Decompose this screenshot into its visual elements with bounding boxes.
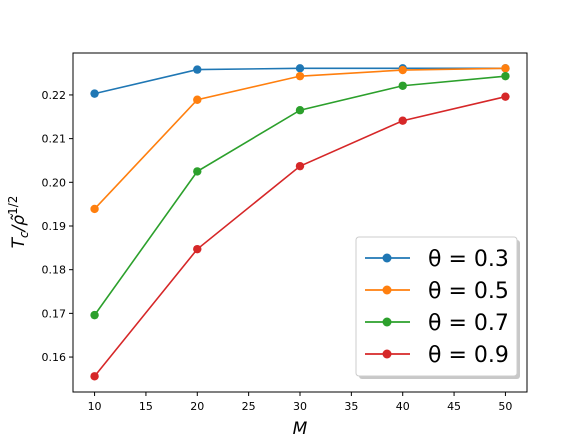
data-point	[90, 310, 99, 320]
data-point	[501, 71, 510, 81]
y-axis-label: Tc/ρ̃1/2	[6, 196, 31, 249]
x-tick-label: 30	[293, 400, 307, 413]
legend-entry: θ = 0.5	[365, 279, 509, 304]
y-label-sub: c	[17, 231, 31, 238]
series-4	[90, 92, 510, 381]
legend-label: θ = 0.9	[428, 343, 509, 368]
legend-marker	[382, 317, 392, 327]
x-tick-label: 25	[242, 400, 256, 413]
y-tick-label: 0.18	[42, 264, 67, 277]
legend: θ = 0.3 θ = 0.5 θ = 0.7 θ = 0.9	[355, 236, 520, 379]
data-point	[90, 204, 99, 214]
x-tick-label: 15	[139, 400, 153, 413]
legend-label: θ = 0.7	[428, 311, 509, 336]
legend-entry: θ = 0.9	[365, 343, 509, 368]
data-point	[501, 92, 510, 101]
data-point	[398, 81, 407, 90]
legend-entry: θ = 0.3	[365, 247, 509, 272]
legend-marker	[382, 349, 392, 359]
y-tick-label: 0.21	[42, 133, 67, 146]
series-layer	[90, 64, 510, 381]
x-axis-label: M	[293, 419, 308, 439]
data-point	[193, 244, 202, 254]
y-axis: 0.16 0.17 0.18 0.19 0.20 0.21 0.22	[42, 89, 73, 364]
series-2	[90, 64, 510, 214]
y-label-slash: /ρ̃	[9, 213, 29, 234]
data-point	[295, 161, 305, 171]
data-point	[295, 106, 305, 115]
data-point	[193, 65, 202, 74]
y-tick-label: 0.19	[42, 220, 67, 233]
data-point	[295, 71, 305, 81]
y-label-exponent: 1/2	[6, 196, 20, 215]
x-tick-label: 10	[88, 400, 102, 413]
legend-label: θ = 0.3	[428, 247, 509, 272]
data-point	[398, 116, 407, 125]
data-point	[193, 95, 202, 104]
x-tick-label: 20	[190, 400, 204, 413]
data-point	[295, 64, 305, 73]
y-tick-label: 0.17	[42, 307, 67, 320]
x-tick-label: 50	[498, 400, 512, 413]
x-tick-label: 35	[344, 400, 358, 413]
legend-marker	[382, 253, 392, 263]
series-3	[90, 71, 510, 320]
legend-marker	[382, 285, 392, 295]
data-point	[90, 372, 99, 381]
y-tick-label: 0.20	[42, 176, 67, 189]
x-tick-label: 40	[396, 400, 410, 413]
legend-label: θ = 0.5	[428, 279, 509, 304]
data-point	[193, 167, 202, 176]
legend-box	[355, 236, 518, 377]
y-label-main: T	[9, 236, 29, 248]
y-tick-label: 0.22	[42, 89, 67, 102]
data-point	[501, 64, 510, 73]
data-point	[398, 65, 407, 75]
legend-entry: θ = 0.7	[365, 311, 509, 336]
y-tick-label: 0.16	[42, 351, 67, 364]
x-tick-label: 45	[447, 400, 461, 413]
data-point	[90, 89, 99, 98]
x-axis: 10 15 20 25 30 35 40 45 50	[88, 392, 512, 413]
